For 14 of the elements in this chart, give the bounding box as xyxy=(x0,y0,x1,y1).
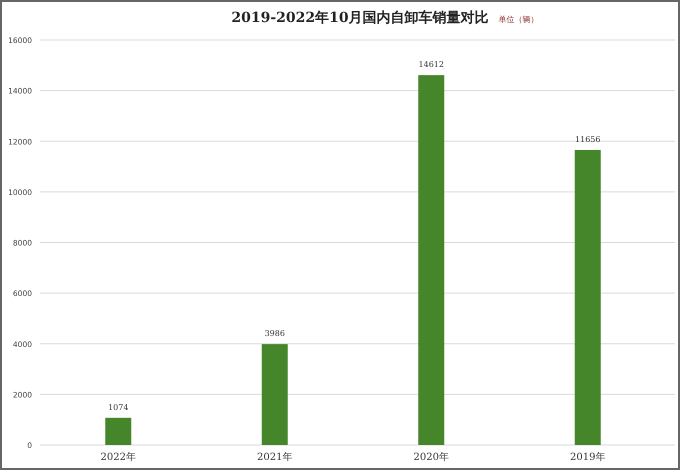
bar xyxy=(574,150,601,445)
x-tick-label: 2020年 xyxy=(414,451,449,463)
bar xyxy=(262,344,288,445)
data-label: 14612 xyxy=(418,60,444,70)
chart-title: 2019-2022年10月国内自卸车销量对比 xyxy=(231,9,489,26)
bar xyxy=(418,75,444,445)
data-label: 11656 xyxy=(575,134,600,144)
data-label: 3986 xyxy=(264,329,285,338)
x-tick-label: 2019年 xyxy=(570,451,606,463)
bar xyxy=(105,418,132,445)
x-tick-label: 2022年 xyxy=(100,451,136,463)
chart-subtitle: 单位（辆） xyxy=(498,15,539,24)
x-tick-label: 2021年 xyxy=(257,451,292,463)
data-label: 1074 xyxy=(108,402,128,412)
